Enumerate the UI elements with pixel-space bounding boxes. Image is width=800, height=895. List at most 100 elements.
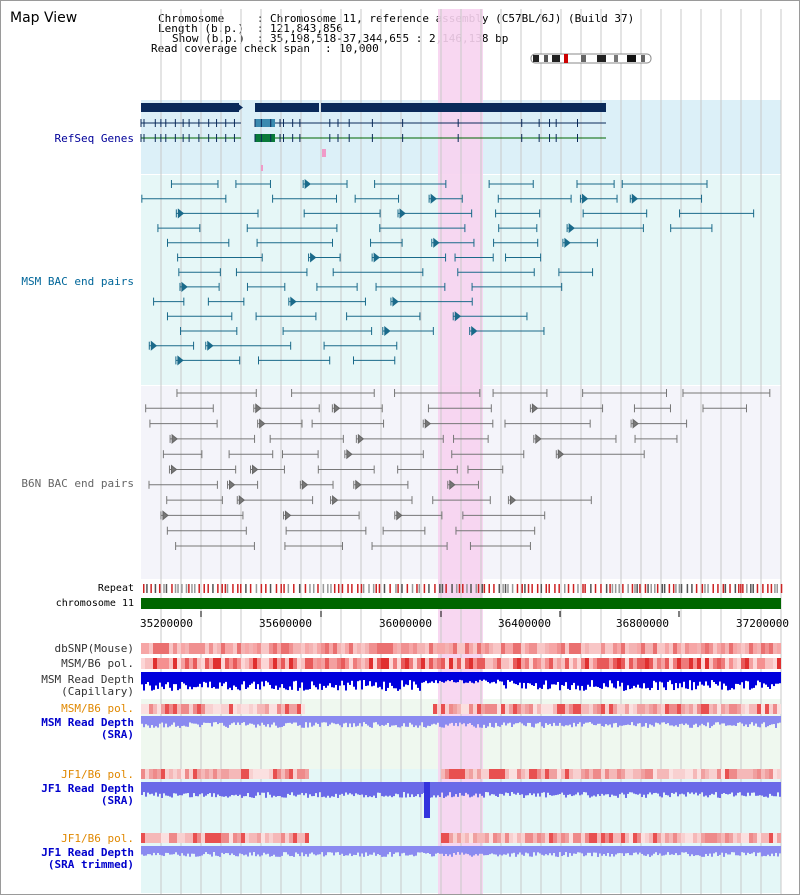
depth-bar [215, 846, 217, 856]
repeat-mark [451, 584, 453, 593]
repeat-mark [742, 584, 744, 593]
depth-bar [363, 782, 365, 798]
heat-cell [177, 833, 181, 843]
depth-bar [757, 782, 759, 796]
depth-bar [269, 782, 271, 795]
depth-bar [503, 672, 505, 686]
heat-cell [773, 643, 777, 654]
depth-bar [235, 716, 237, 725]
heat-cell [637, 658, 641, 669]
heat-cell [697, 658, 701, 669]
heat-cell [209, 833, 213, 843]
heat-cell [645, 704, 649, 714]
depth-bar [515, 672, 517, 685]
heat-cell [301, 704, 305, 714]
depth-bar [267, 672, 269, 683]
repeat-mark [462, 584, 464, 593]
depth-bar [389, 716, 391, 727]
repeat-mark [740, 584, 742, 593]
heat-cell [601, 704, 605, 714]
depth-bar [431, 672, 433, 682]
heat-cell [549, 643, 553, 654]
repeat-mark [507, 584, 509, 593]
depth-bar [707, 716, 709, 723]
depth-bar [733, 846, 735, 853]
heat-cell [173, 833, 177, 843]
depth-bar [591, 716, 593, 724]
heat-cell [245, 833, 249, 843]
heat-cell [513, 833, 517, 843]
heat-cell [753, 833, 757, 843]
heat-cell [265, 704, 269, 714]
depth-bar [379, 782, 381, 793]
depth-bar [733, 716, 735, 726]
b6n-bac-label[interactable]: B6N BAC end pairs [21, 477, 134, 490]
depth-bar [237, 716, 239, 723]
depth-bar [185, 782, 187, 794]
repeat-mark [360, 584, 363, 593]
heat-cell [665, 833, 669, 843]
depth-bar [337, 716, 339, 724]
depth-bar [651, 672, 653, 688]
depth-bar [151, 716, 153, 726]
depth-bar [317, 672, 319, 690]
depth-bar [625, 846, 627, 854]
depth-bar [149, 782, 151, 795]
heat-cell [257, 643, 261, 654]
depth-bar [671, 672, 673, 685]
repeat-mark [668, 584, 671, 593]
depth-bar [499, 846, 501, 855]
depth-bar [491, 716, 493, 727]
depth-bar [355, 672, 357, 690]
bac-arrow [531, 403, 539, 414]
depth-bar [519, 782, 521, 795]
heat-cell [469, 769, 473, 779]
depth-bar [655, 716, 657, 723]
msm-read-depth-capillary-line-1: MSM Read Depth [41, 673, 134, 686]
depth-bar [369, 716, 371, 728]
heat-cell [693, 833, 697, 843]
repeat-mark [458, 584, 461, 593]
msm-bac-label[interactable]: MSM BAC end pairs [21, 275, 134, 288]
depth-bar [453, 782, 455, 797]
refseq-genes-label[interactable]: RefSeq Genes [54, 132, 134, 145]
depth-bar [565, 716, 567, 726]
heat-cell [653, 769, 657, 779]
repeat-mark [333, 584, 336, 593]
depth-bar [287, 716, 289, 723]
heat-cell [709, 658, 713, 669]
depth-bar [649, 716, 651, 725]
depth-bar [195, 716, 197, 724]
depth-bar [401, 782, 403, 798]
heat-cell [489, 769, 493, 779]
depth-bar [659, 782, 661, 797]
depth-bar [489, 782, 491, 796]
depth-bar [521, 782, 523, 795]
heat-cell [537, 658, 541, 669]
heat-cell [449, 658, 453, 669]
depth-bar [545, 716, 547, 724]
depth-bar [697, 672, 699, 686]
bac-arrow [449, 479, 456, 490]
depth-bar [233, 782, 235, 796]
depth-bar [381, 846, 383, 857]
heat-cell [281, 658, 285, 669]
heat-cell [305, 769, 309, 779]
depth-bar [227, 846, 229, 854]
bac-arrow [177, 355, 184, 366]
depth-bar [665, 782, 667, 795]
heat-cell [741, 833, 745, 843]
depth-bar [477, 716, 479, 725]
repeat-mark [712, 584, 714, 593]
depth-bar [179, 846, 181, 856]
depth-bar [385, 782, 387, 796]
heat-cell [529, 658, 533, 669]
heat-cell [589, 769, 593, 779]
depth-bar [471, 672, 473, 683]
jf1-b6-pol-heatmap [141, 769, 781, 779]
heat-cell [465, 643, 469, 654]
depth-bar [225, 716, 227, 727]
heat-cell [629, 704, 633, 714]
heat-cell [673, 833, 677, 843]
